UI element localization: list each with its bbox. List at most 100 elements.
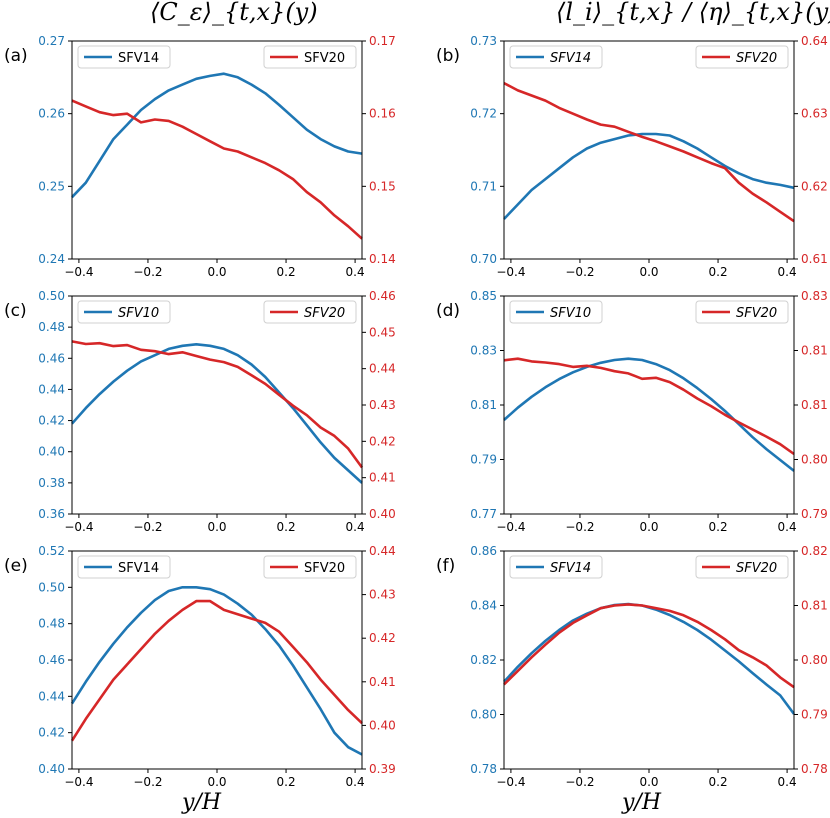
left-y-tick-label: 0.73 [470, 34, 497, 48]
series-line-sfv14-left [71, 72, 363, 199]
right-y-tick-label: 0.61 [801, 252, 828, 266]
plot-frame [71, 550, 363, 770]
right-y-tick-label: 0.80 [801, 453, 828, 467]
panel-label: (c) [4, 301, 27, 321]
legend-left: SFV14 [509, 555, 603, 579]
right-y-tick-label: 0.79 [801, 507, 828, 521]
x-tick-label: 0.2 [709, 265, 728, 279]
left-y-tick-label: 0.50 [38, 289, 65, 303]
left-y-tick-label: 0.80 [470, 708, 497, 722]
right-y-tick-label: 0.39 [369, 762, 396, 776]
series-line-sfv20-right [71, 340, 364, 469]
x-tick-label: 0.2 [709, 520, 728, 534]
x-tick-label: 0.2 [277, 520, 296, 534]
left-y-tick-label: 0.26 [38, 107, 65, 121]
legend-label-right: SFV20 [736, 306, 777, 321]
x-tick-label: −0.4 [496, 265, 525, 279]
legend-box [509, 555, 603, 579]
panel-label: (e) [4, 556, 28, 576]
legend-label-right: SFV20 [304, 306, 345, 321]
legend-label-left: SFV14 [550, 51, 591, 66]
legend-label-right: SFV20 [736, 561, 777, 576]
legend-label-left: SFV10 [118, 306, 159, 321]
legend-box [263, 555, 357, 579]
left-y-tick-label: 0.25 [38, 179, 65, 193]
left-y-tick-label: 0.27 [38, 34, 65, 48]
series-line-sfv20-right [70, 599, 363, 742]
legend-right: SFV20 [695, 555, 789, 579]
left-y-tick-label: 0.85 [470, 289, 497, 303]
series-line-sfv10-left [503, 357, 795, 472]
left-y-tick-label: 0.52 [38, 544, 65, 558]
x-tick-label: −0.4 [64, 265, 93, 279]
right-y-tick-label: 0.78 [801, 762, 828, 776]
x-tick-label: −0.2 [133, 520, 162, 534]
series-line-sfv10-left [71, 342, 363, 484]
legend-label-right: SFV20 [304, 561, 345, 576]
x-tick-label: −0.4 [496, 775, 525, 789]
right-y-tick-label: 0.42 [369, 631, 396, 645]
left-y-tick-label: 0.42 [38, 414, 65, 428]
right-y-tick-label: 0.44 [369, 544, 396, 558]
x-tick-label: 0.4 [346, 775, 365, 789]
x-axis-label-right: y/H [622, 790, 662, 815]
left-y-tick-label: 0.83 [470, 344, 497, 358]
right-y-tick-label: 0.14 [369, 252, 396, 266]
legend-box [509, 45, 603, 69]
legend-box [695, 45, 789, 69]
right-y-tick-label: 0.42 [369, 434, 396, 448]
right-y-tick-label: 0.17 [369, 34, 396, 48]
panel-label: (d) [436, 301, 460, 321]
legend-label-left: SFV14 [118, 51, 159, 66]
legend-box [77, 555, 171, 579]
series-line-sfv14-left [503, 602, 796, 715]
legend-label-left: SFV14 [550, 561, 591, 576]
legend-box [695, 300, 789, 324]
left-y-tick-label: 0.40 [38, 762, 65, 776]
right-y-tick-label: 0.81 [801, 398, 828, 412]
left-y-tick-label: 0.48 [38, 320, 65, 334]
panel-d: (d) −0.4 −0.2 0.0 0.2 0.4 0.77 0.79 0.81 0.83 0.85… [436, 289, 828, 534]
x-tick-label: 0.4 [778, 775, 797, 789]
left-y-tick-label: 0.24 [38, 252, 65, 266]
right-y-tick-label: 0.82 [801, 544, 828, 558]
x-tick-label: 0.4 [778, 265, 797, 279]
left-y-tick-label: 0.40 [38, 445, 65, 459]
series-line-sfv20-right [503, 81, 795, 223]
x-tick-label: −0.4 [64, 520, 93, 534]
panel-c: (c) −0.4 −0.2 0.0 0.2 0.4 0.36 0.38 0.40 0.42 0.44… [4, 289, 396, 534]
x-tick-label: 0.0 [639, 520, 658, 534]
panel-e: (e) −0.4 −0.2 0.0 0.2 0.4 0.40 0.42 0.44 0.46 0.48… [4, 544, 396, 789]
right-y-tick-label: 0.62 [801, 179, 828, 193]
legend-left: SFV14 [77, 555, 171, 579]
left-y-tick-label: 0.77 [470, 507, 497, 521]
column-title-right: ⟨l_i⟩_{t,x} / ⟨η⟩_{t,x}(y) [556, 0, 830, 26]
legend-box [509, 300, 603, 324]
x-tick-label: 0.0 [207, 775, 226, 789]
legend-label-left: SFV10 [550, 306, 591, 321]
left-y-tick-label: 0.44 [38, 382, 65, 396]
right-y-tick-label: 0.64 [801, 34, 828, 48]
right-y-tick-label: 0.41 [369, 471, 396, 485]
x-tick-label: 0.4 [778, 520, 797, 534]
right-y-tick-label: 0.80 [801, 653, 828, 667]
series-line-sfv20-right [503, 357, 795, 456]
x-tick-label: 0.4 [346, 520, 365, 534]
panel-label: (a) [4, 46, 28, 66]
panel-f: (f) −0.4 −0.2 0.0 0.2 0.4 0.78 0.80 0.82 0.84 0.86… [436, 544, 828, 789]
legend-box [263, 45, 357, 69]
legend-right: SFV20 [695, 45, 789, 69]
legend-right: SFV20 [263, 45, 357, 69]
x-tick-label: 0.4 [346, 265, 365, 279]
x-tick-label: −0.4 [64, 775, 93, 789]
left-y-tick-label: 0.44 [38, 689, 65, 703]
left-y-tick-label: 0.46 [38, 351, 65, 365]
left-y-tick-label: 0.48 [38, 617, 65, 631]
left-y-tick-label: 0.82 [470, 653, 497, 667]
x-tick-label: −0.2 [133, 775, 162, 789]
left-y-tick-label: 0.50 [38, 580, 65, 594]
x-tick-label: −0.2 [565, 520, 594, 534]
legend-right: SFV20 [263, 555, 357, 579]
x-tick-label: −0.2 [565, 265, 594, 279]
panel-a: (a) −0.4 −0.2 0.0 0.2 0.4 0.24 0.25 0.26 0.27 0.14… [4, 34, 396, 279]
